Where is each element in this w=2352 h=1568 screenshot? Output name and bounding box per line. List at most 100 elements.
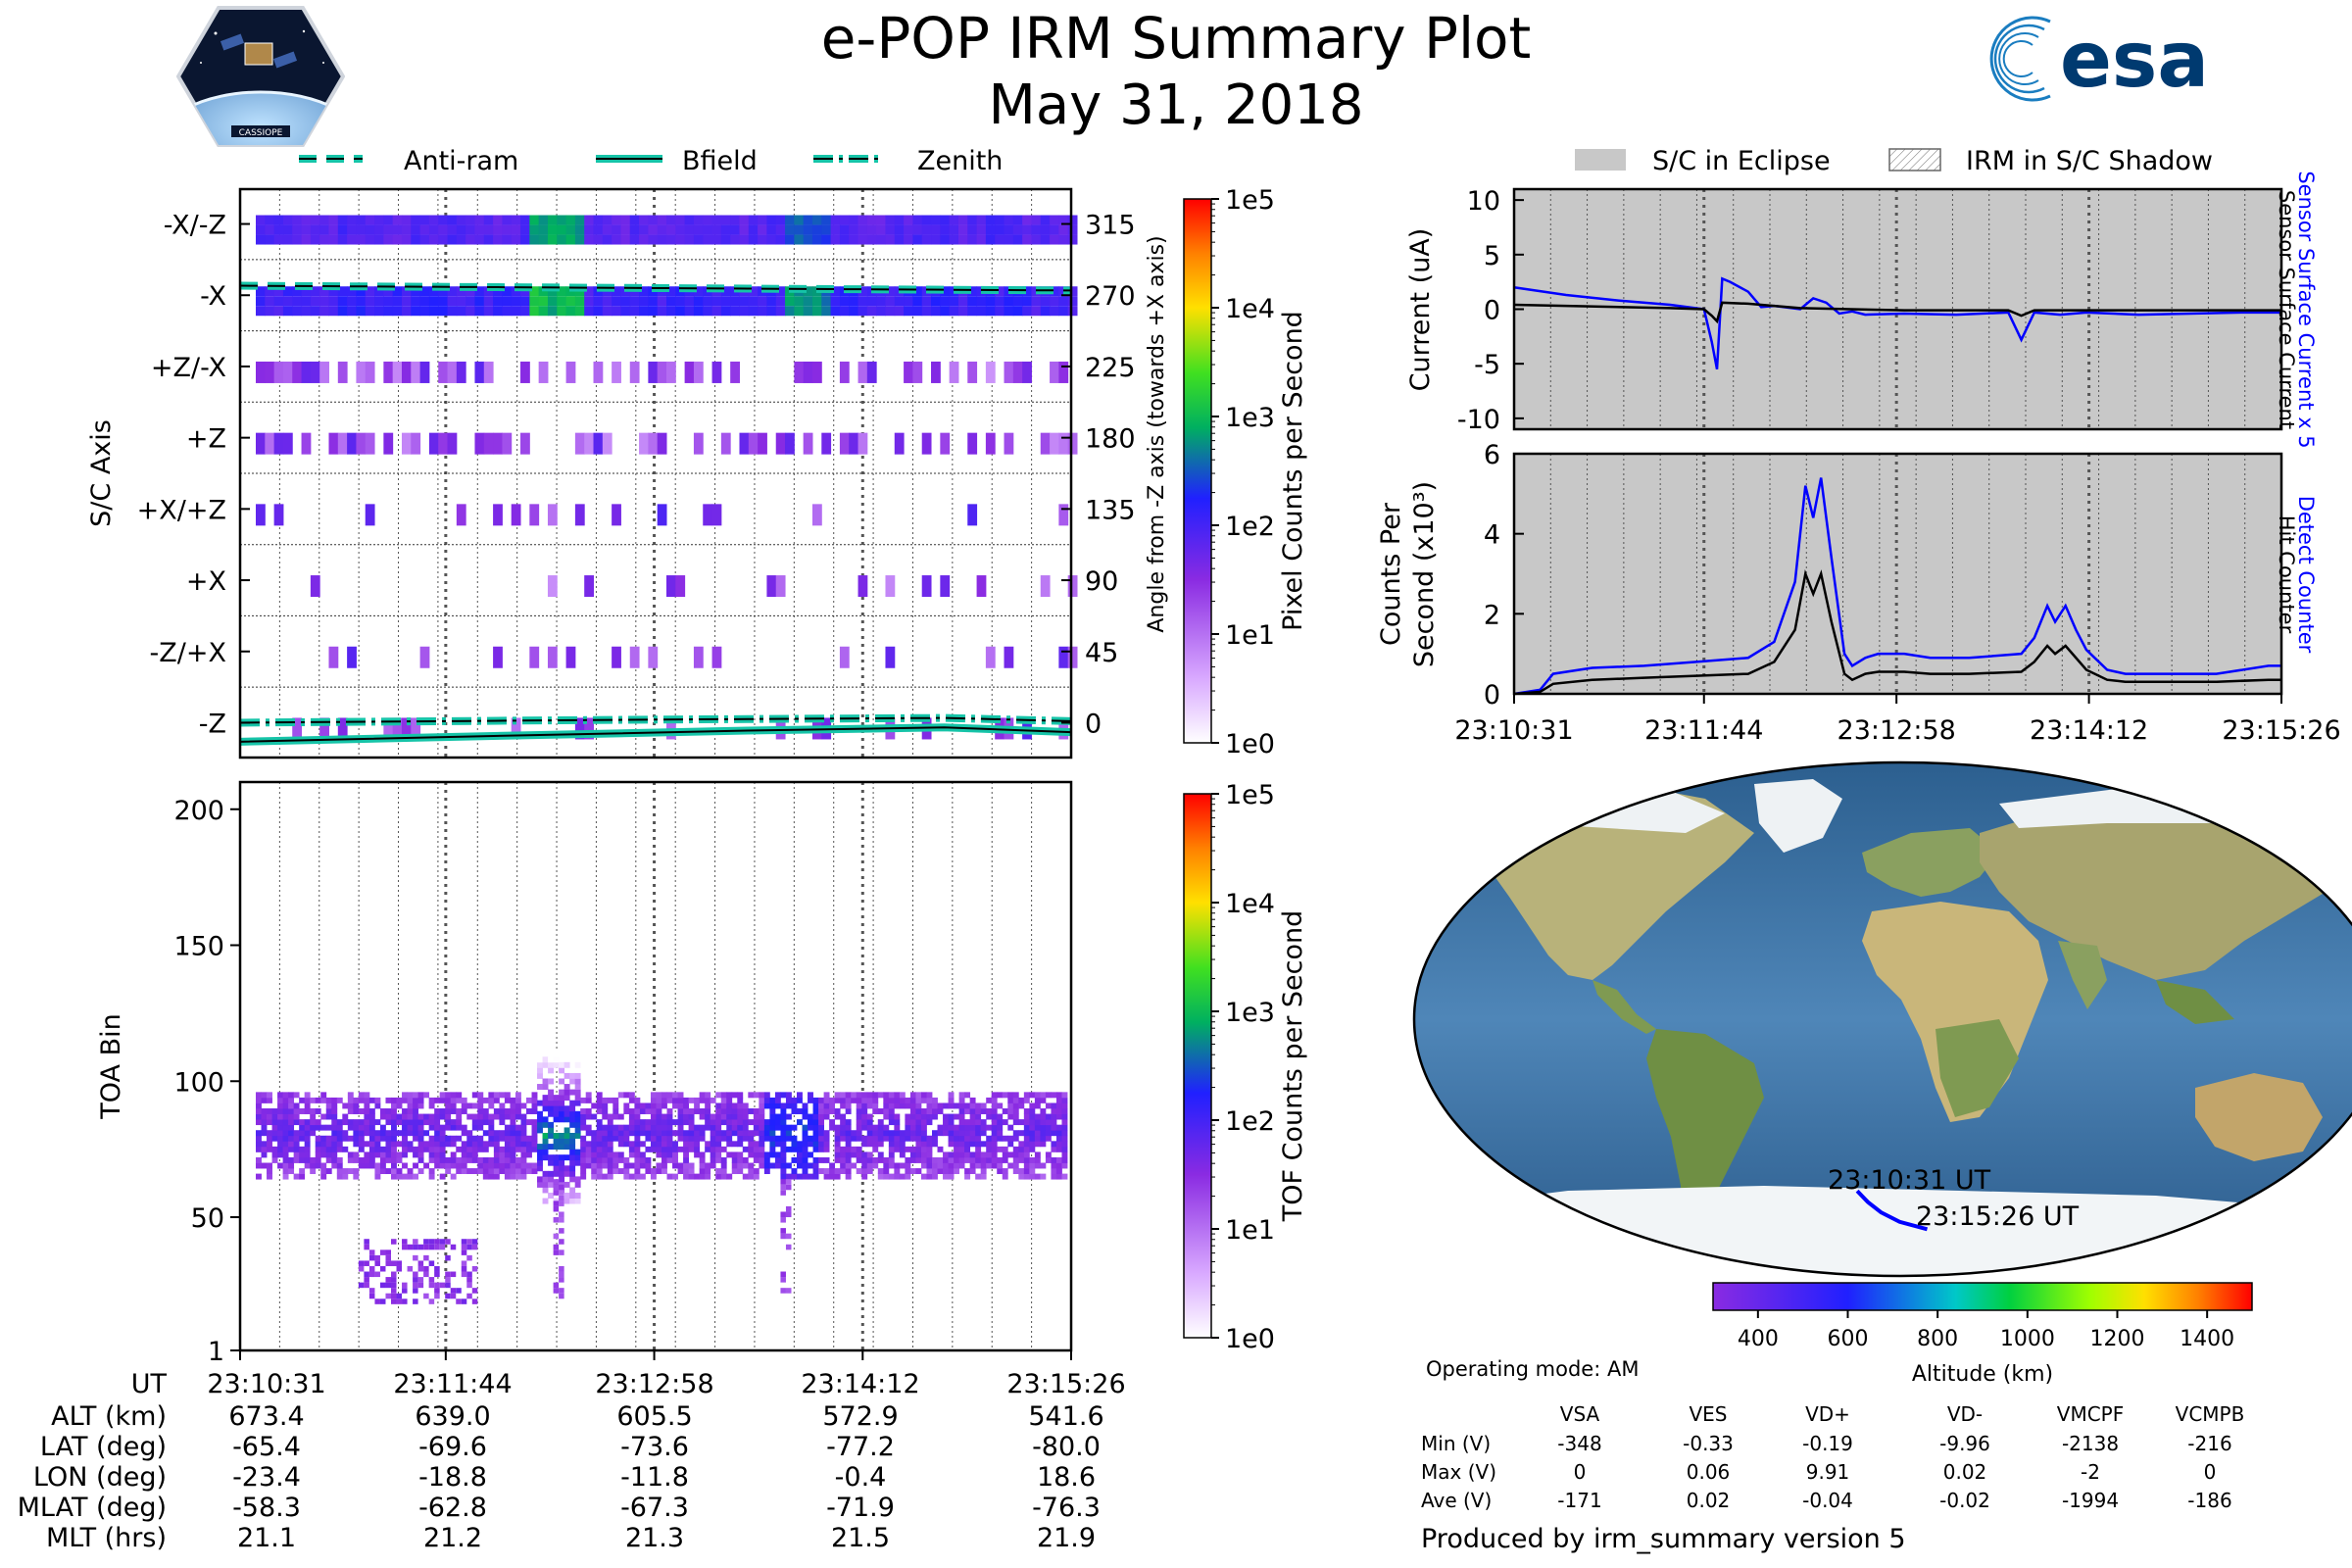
ephemeris-value: -62.8 bbox=[418, 1493, 487, 1523]
ephemeris-value: -23.4 bbox=[232, 1462, 301, 1493]
voltage-column-header: VD- bbox=[1946, 1402, 1984, 1426]
legend-anti-ram-label: Anti-ram bbox=[404, 146, 518, 176]
esa-logo: esa bbox=[1989, 16, 2209, 105]
ephemeris-value: -67.3 bbox=[620, 1493, 689, 1523]
ephemeris-value: 21.3 bbox=[624, 1523, 685, 1553]
counts-ylabel-2: Second (x10³) bbox=[1409, 481, 1440, 667]
colorbar-tick-label: 1e0 bbox=[1225, 729, 1275, 760]
voltage-value: 0 bbox=[1573, 1460, 1587, 1484]
ephemeris-value: -80.0 bbox=[1032, 1432, 1101, 1462]
ephemeris-value: -11.8 bbox=[620, 1462, 689, 1493]
angle-ylabel: Angle from -Z axis (towards +X axis) bbox=[1145, 235, 1169, 632]
sc-axis-band bbox=[256, 504, 1069, 526]
altitude-tick-label: 1200 bbox=[2090, 1327, 2145, 1351]
ephemeris-time: 23:10:31 bbox=[207, 1369, 326, 1399]
altitude-tick-label: 800 bbox=[1917, 1327, 1958, 1351]
voltage-value: 0.02 bbox=[1942, 1460, 1987, 1484]
ephemeris-value: 21.5 bbox=[830, 1523, 891, 1553]
ephemeris-value: -69.6 bbox=[418, 1432, 487, 1462]
footer-version: Produced by irm_summary version 5 bbox=[1421, 1524, 1906, 1554]
line-tick-label: 0 bbox=[1484, 296, 1500, 326]
voltage-row-label: Min (V) bbox=[1421, 1432, 1492, 1455]
altitude-tick-label: 400 bbox=[1738, 1327, 1779, 1351]
voltage-value: -2138 bbox=[2061, 1432, 2120, 1455]
legend-zenith: Zenith bbox=[813, 146, 1003, 176]
legend-shadow-label: IRM in S/C Shadow bbox=[1966, 146, 2213, 176]
line-tick-label: 4 bbox=[1484, 520, 1500, 551]
line-tick-label: 6 bbox=[1484, 440, 1500, 470]
ephemeris-value: -65.4 bbox=[232, 1432, 301, 1462]
ephemeris-value: 21.2 bbox=[422, 1523, 483, 1553]
counts-x-tick-label: 23:11:44 bbox=[1644, 715, 1763, 746]
series-line bbox=[1513, 276, 2281, 369]
counts-panel: 6 4 2 0 Counts Per Second (x10³) Detect Counte… bbox=[1376, 440, 2341, 746]
voltage-value: 0.02 bbox=[1686, 1489, 1731, 1512]
map-end-label: 23:15:26 UT bbox=[1916, 1201, 2080, 1232]
satellite-icon bbox=[220, 33, 298, 69]
altitude-tick-label: 1000 bbox=[2000, 1327, 2055, 1351]
line-tick-label: -5 bbox=[1474, 350, 1500, 380]
ephemeris-time: 23:12:58 bbox=[595, 1369, 714, 1399]
series-line bbox=[1513, 477, 2281, 696]
voltage-value: -0.02 bbox=[1939, 1489, 1990, 1512]
sc-axis-band bbox=[256, 361, 1069, 383]
ephemeris-row-label: LON (deg) bbox=[32, 1462, 167, 1493]
ephemeris-value: 605.5 bbox=[616, 1401, 693, 1432]
voltage-column-header: VMCPF bbox=[2056, 1402, 2125, 1426]
angle-tick-label: 270 bbox=[1085, 281, 1136, 312]
colorbar-tick-label: 1e4 bbox=[1225, 889, 1275, 919]
colorbar-tick-label: 1e0 bbox=[1225, 1324, 1275, 1354]
ephemeris-row-label: MLAT (deg) bbox=[17, 1493, 167, 1523]
legend-shadow-swatch bbox=[1888, 148, 1941, 172]
ephemeris-time: 23:11:44 bbox=[393, 1369, 513, 1399]
ephemeris-value: -73.6 bbox=[620, 1432, 689, 1462]
line-tick-label: 0 bbox=[1484, 680, 1500, 710]
altitude-colorbar-label: Altitude (km) bbox=[1912, 1362, 2053, 1387]
voltage-value: -0.04 bbox=[1802, 1489, 1853, 1512]
voltage-column-header: VES bbox=[1689, 1402, 1728, 1426]
series-line bbox=[1513, 568, 2281, 696]
colorbar-tick-label: 1e2 bbox=[1225, 512, 1275, 542]
sc-axis-tick-label: +X/+Z bbox=[137, 495, 226, 525]
colorbar-tick-label: 1e4 bbox=[1225, 294, 1275, 324]
ephemeris-value: 639.0 bbox=[415, 1401, 491, 1432]
colorbar-tick-label: 1e1 bbox=[1225, 1215, 1275, 1246]
voltage-column-header: VSA bbox=[1559, 1402, 1600, 1426]
counts-right-label-black: Hit Counter bbox=[2275, 515, 2298, 634]
angle-tick-label: 315 bbox=[1085, 211, 1136, 241]
voltage-column-header: VD+ bbox=[1805, 1402, 1850, 1426]
voltage-value: -0.19 bbox=[1802, 1432, 1853, 1455]
counts-x-tick-label: 23:14:12 bbox=[2030, 715, 2148, 746]
line-tick-label: 10 bbox=[1467, 186, 1500, 217]
sc-axis-tick-label: +X bbox=[186, 566, 226, 597]
sc-axis-tick-label: -Z/+X bbox=[150, 638, 226, 668]
colorbar-tick-label: 1e2 bbox=[1225, 1106, 1275, 1137]
toa-tick-label: 1 bbox=[208, 1337, 224, 1367]
angle-tick-label: 90 bbox=[1085, 566, 1118, 597]
ephemeris-value: -77.2 bbox=[826, 1432, 895, 1462]
colorbar-label: Pixel Counts per Second bbox=[1278, 311, 1308, 631]
sc-axis-tick-label: +Z/-X bbox=[151, 353, 226, 383]
colorbar-tick-label: 1e1 bbox=[1225, 620, 1275, 651]
toa-tick-label: 150 bbox=[173, 932, 224, 962]
voltage-value: -2 bbox=[2081, 1460, 2100, 1484]
voltage-value: -1994 bbox=[2061, 1489, 2120, 1512]
cassiope-logo-text: CASSIOPE bbox=[239, 128, 283, 138]
voltage-value: -186 bbox=[2187, 1489, 2232, 1512]
sc-axis-band bbox=[256, 432, 1078, 455]
cassiope-logo: CASSIOPE bbox=[176, 6, 345, 147]
ephemeris-value: 21.1 bbox=[236, 1523, 297, 1553]
voltage-value: 0 bbox=[2203, 1460, 2217, 1484]
angle-tick-label: 225 bbox=[1085, 353, 1136, 383]
ground-track-map: 23:10:31 UT 23:15:26 UT bbox=[1412, 760, 2352, 1278]
ephemeris-value: -0.4 bbox=[834, 1462, 887, 1493]
tof-colorbar: 1e5 1e4 1e3 1e2 1e1 1e0 TOF Counts per Second bbox=[1183, 780, 1308, 1354]
page-title: e-POP IRM Summary Plot bbox=[820, 5, 1532, 72]
ephemeris-value: -71.9 bbox=[826, 1493, 895, 1523]
counts-x-tick-label: 23:10:31 bbox=[1454, 715, 1573, 746]
legend-bfield-label: Bfield bbox=[682, 146, 758, 176]
sc-axis-band bbox=[256, 215, 1078, 245]
esa-logo-text: esa bbox=[2060, 17, 2209, 105]
altitude-tick-label: 1400 bbox=[2180, 1327, 2234, 1351]
toa-tick-label: 200 bbox=[173, 796, 224, 826]
